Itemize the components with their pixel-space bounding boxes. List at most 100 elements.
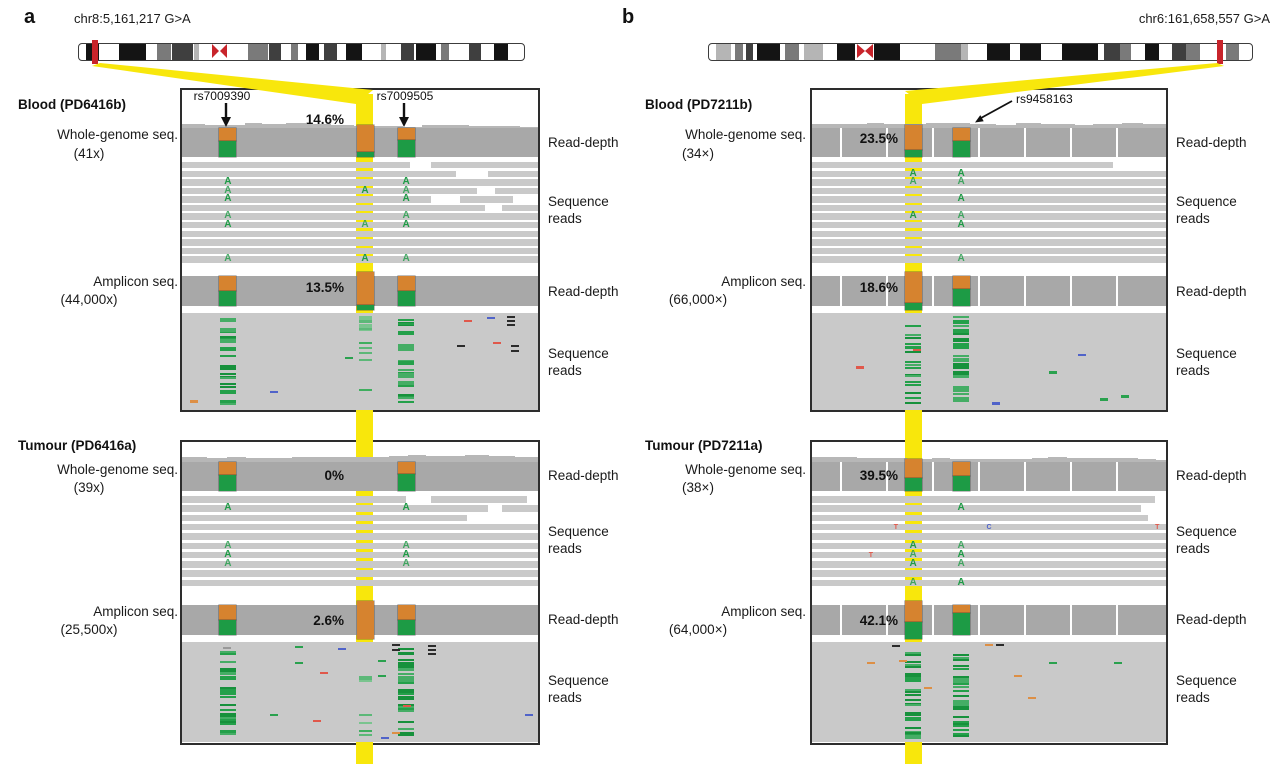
mutant-read-tick <box>905 716 922 719</box>
mutant-read-tick <box>398 689 415 694</box>
mutant-read-tick <box>398 651 415 654</box>
sequence-read-row <box>182 196 432 203</box>
coverage-step <box>222 124 245 128</box>
chromosome-band <box>290 44 298 60</box>
mutant-read-tick <box>953 734 970 737</box>
coverage-step <box>227 457 247 462</box>
mutant-read-tick <box>358 342 372 345</box>
coverage-step <box>866 122 885 128</box>
mutant-read-tick <box>219 376 236 379</box>
mutant-read-tick <box>219 712 236 717</box>
mutant-read-tick <box>398 673 415 676</box>
mutant-read-tick <box>953 664 970 667</box>
amplicon-read-block <box>812 313 1166 410</box>
allele-bar-variant <box>219 620 237 635</box>
coverage-step <box>244 123 262 128</box>
coverage-step <box>971 459 995 462</box>
read-depth-label: Read-depth <box>1176 612 1247 627</box>
mismatch-tick <box>294 662 303 665</box>
mismatch-tick <box>269 390 278 393</box>
mutant-read-tick <box>398 322 415 325</box>
coverage-step <box>366 456 389 462</box>
mismatch-tick <box>392 644 400 647</box>
coverage-step <box>994 458 1012 462</box>
sequence-read-row <box>812 162 1113 169</box>
mismatch-tick <box>392 649 400 652</box>
band-separator <box>1070 276 1072 306</box>
mutant-base-letter: A <box>402 502 410 514</box>
sequence-reads-label: Sequence reads <box>1176 346 1237 378</box>
mutant-read-tick <box>398 662 415 667</box>
method-label-a-tumour-amp: Amplicon seq. <box>93 604 178 619</box>
mutant-read-tick <box>905 693 922 696</box>
mutant-read-tick <box>905 665 922 668</box>
mismatch-tick <box>856 366 865 369</box>
mutant-base-letter: A <box>957 576 965 588</box>
mutant-read-tick <box>398 666 415 669</box>
mutant-read-tick <box>219 704 236 707</box>
coverage-step <box>995 124 1017 128</box>
sequence-read-row <box>182 204 485 212</box>
mismatch-tick <box>222 647 231 650</box>
mismatch-tick <box>1049 371 1058 374</box>
mutant-read-tick <box>398 384 415 387</box>
mutant-read-tick <box>398 371 415 374</box>
mutant-read-tick <box>219 347 236 352</box>
read-depth-label: Read-depth <box>548 612 619 627</box>
mutant-read-tick <box>358 320 372 323</box>
sequence-read-row <box>182 533 538 540</box>
coverage-label-a-blood-wgs: (41x) <box>73 146 105 161</box>
sequence-read-row <box>182 162 410 169</box>
allele-bar-reference <box>397 128 415 140</box>
mutant-read-tick <box>398 653 415 656</box>
allele-bar-reference <box>356 125 374 152</box>
band-separator <box>886 128 888 157</box>
sequence-read-row <box>812 247 1166 255</box>
allele-bar-reference <box>952 128 970 141</box>
sequence-read-row <box>812 170 1166 177</box>
chromosome-band <box>960 44 968 60</box>
mutant-read-tick <box>905 384 922 387</box>
mutant-read-tick <box>905 680 922 683</box>
mutant-read-tick <box>358 714 372 717</box>
coverage-label-a-tumour-wgs: (39x) <box>73 480 105 495</box>
vaf-label-a-blood-amp: 13.5% <box>305 280 344 295</box>
sequence-read-row <box>488 170 538 177</box>
mutant-read-tick <box>905 677 922 682</box>
chromosome-band <box>494 44 508 60</box>
mutant-read-tick <box>358 358 372 361</box>
mutant-read-tick <box>905 343 922 346</box>
allele-bar-variant <box>952 141 970 157</box>
allele-bar-reference <box>219 462 237 475</box>
mutant-read-tick <box>219 721 236 724</box>
mutant-read-tick <box>219 686 236 689</box>
mismatch-tick <box>507 315 516 319</box>
mutant-read-tick <box>358 316 372 319</box>
mutant-read-tick <box>219 400 236 405</box>
vaf-label-b-blood-wgs: 23.5% <box>859 131 898 146</box>
coverage-step <box>884 123 904 128</box>
chromosome-band <box>345 44 363 60</box>
coverage-label-a-blood-amp: (44,000x) <box>60 292 118 307</box>
coverage-step <box>346 457 367 462</box>
mutant-read-tick <box>398 720 415 723</box>
mutant-base-letter: A <box>402 539 410 551</box>
mutant-read-tick <box>953 725 970 728</box>
sample-label-b-tumour: Tumour (PD7211a) <box>645 438 763 453</box>
allele-bar-reference <box>219 605 237 620</box>
mutant-read-tick <box>398 666 415 671</box>
allele-bar-reference <box>397 462 415 474</box>
mutant-read-tick <box>398 692 415 695</box>
coverage-step <box>306 124 332 128</box>
mutant-base-letter: A <box>957 548 965 560</box>
mutant-read-tick <box>219 377 236 380</box>
mutant-read-tick <box>398 393 415 396</box>
mutant-read-tick <box>905 690 922 693</box>
mutant-read-tick <box>398 381 415 384</box>
coverage-step <box>1066 457 1089 462</box>
chromosome-band <box>1172 44 1186 60</box>
mismatch-letter: T <box>868 551 873 559</box>
mutant-base-letter: A <box>909 176 917 188</box>
method-label-a-blood-amp: Amplicon seq. <box>93 274 178 289</box>
sequence-read-row <box>182 170 457 177</box>
